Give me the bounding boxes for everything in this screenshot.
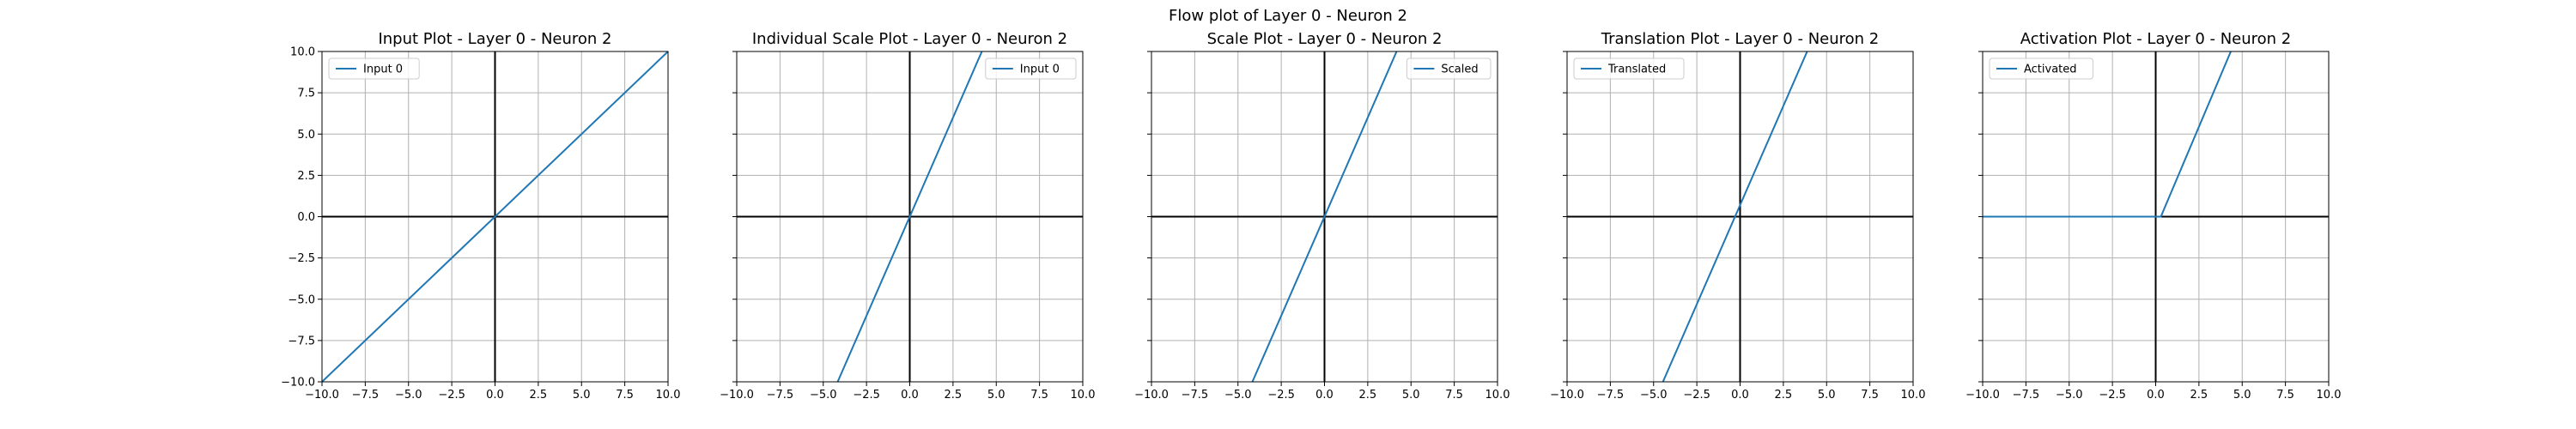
legend-label: Input 0 <box>363 63 403 76</box>
x-tick-label: −7.5 <box>2013 389 2040 402</box>
legend-box <box>328 57 420 80</box>
subplot-title: Individual Scale Plot - Layer 0 - Neuron… <box>752 30 1067 48</box>
x-tick-label: 10.0 <box>2317 389 2342 402</box>
series-line <box>322 51 668 382</box>
x-tick-label: −5.0 <box>810 389 837 402</box>
x-tick-label: 2.5 <box>1775 389 1793 402</box>
x-tick-label: −10.0 <box>1550 389 1584 402</box>
x-tick-label: −7.5 <box>1182 389 1209 402</box>
subplot-2: Individual Scale Plot - Layer 0 - Neuron… <box>720 30 1096 402</box>
legend: Translated <box>1573 57 1685 80</box>
y-tick-label: 2.5 <box>297 170 315 183</box>
figure-suptitle: Flow plot of Layer 0 - Neuron 2 <box>1169 7 1407 25</box>
subplot-1: Input Plot - Layer 0 - Neuron 2 −10.0 −7.5… <box>281 30 680 402</box>
legend-label: Input 0 <box>1020 63 1060 76</box>
x-tick-label: 0.0 <box>1731 389 1749 402</box>
subplot-title: Input Plot - Layer 0 - Neuron 2 <box>378 30 611 48</box>
x-tick-label: 10.0 <box>1071 389 1096 402</box>
x-tick-label: 5.0 <box>987 389 1005 402</box>
x-tick-label: 2.5 <box>1359 389 1377 402</box>
x-tick-label: −10.0 <box>1134 389 1169 402</box>
series-line <box>1983 51 2233 218</box>
x-tick-label: 2.5 <box>2190 389 2208 402</box>
subplot-4: Translation Plot - Layer 0 - Neuron 2 −10… <box>1550 30 1926 402</box>
axes-frame <box>1151 51 1498 383</box>
axes-frame <box>321 51 669 383</box>
x-tick-label: 10.0 <box>1901 389 1926 402</box>
x-tick-label: −7.5 <box>352 389 380 402</box>
legend-box <box>985 57 1077 80</box>
x-tick-label: −2.5 <box>1683 389 1710 402</box>
x-tick-label: −5.0 <box>1640 389 1668 402</box>
legend: Scaled <box>1406 57 1492 80</box>
legend: Input 0 <box>985 57 1077 80</box>
x-tick-label: −2.5 <box>438 389 465 402</box>
y-tick-label: −10.0 <box>281 377 315 390</box>
x-tick-label: 7.5 <box>2276 389 2294 402</box>
x-tick-label: 7.5 <box>1030 389 1048 402</box>
x-tick-label: 7.5 <box>1861 389 1879 402</box>
x-tick-label: −5.0 <box>2056 389 2083 402</box>
subplot-5: Activation Plot - Layer 0 - Neuron 2 −10.… <box>1965 30 2342 402</box>
x-tick-label: 0.0 <box>901 389 919 402</box>
legend-label: Activated <box>2024 63 2077 76</box>
axes-frame <box>1982 51 2330 383</box>
x-tick-label: 10.0 <box>1485 389 1510 402</box>
x-tick-label: 0.0 <box>1315 389 1334 402</box>
y-tick-label: 10.0 <box>290 46 315 59</box>
series-line <box>836 51 983 382</box>
subplot-title: Translation Plot - Layer 0 - Neuron 2 <box>1601 30 1880 48</box>
x-tick-label: 7.5 <box>1445 389 1463 402</box>
subplot-3: Scale Plot - Layer 0 - Neuron 2 −10.0 −7.5… <box>1134 30 1510 402</box>
x-tick-label: −10.0 <box>1965 389 2000 402</box>
axes-frame <box>1566 51 1914 383</box>
subplot-title: Activation Plot - Layer 0 - Neuron 2 <box>2020 30 2292 48</box>
x-tick-label: −10.0 <box>720 389 754 402</box>
x-tick-label: −5.0 <box>1224 389 1252 402</box>
legend-box <box>1989 57 2093 80</box>
x-tick-label: 5.0 <box>1402 389 1420 402</box>
x-tick-label: 10.0 <box>656 389 681 402</box>
legend-box <box>1406 57 1492 80</box>
x-tick-label: 5.0 <box>2233 389 2251 402</box>
x-tick-label: 0.0 <box>486 389 504 402</box>
subplot-title: Scale Plot - Layer 0 - Neuron 2 <box>1207 30 1443 48</box>
x-tick-label: 5.0 <box>1818 389 1836 402</box>
legend-label: Scaled <box>1441 63 1478 76</box>
y-tick-label: −2.5 <box>288 252 315 265</box>
legend: Activated <box>1989 57 2093 80</box>
y-tick-label: 7.5 <box>297 88 315 100</box>
x-tick-label: 2.5 <box>530 389 548 402</box>
x-tick-label: −2.5 <box>2099 389 2126 402</box>
x-tick-label: 2.5 <box>945 389 963 402</box>
y-tick-label: −7.5 <box>288 335 315 347</box>
x-tick-label: −5.0 <box>395 389 422 402</box>
series-line <box>1662 51 1808 382</box>
x-tick-label: −10.0 <box>305 389 339 402</box>
x-tick-label: −2.5 <box>853 389 880 402</box>
x-tick-label: 7.5 <box>616 389 634 402</box>
x-tick-label: 0.0 <box>2147 389 2165 402</box>
subplot-panels: Input Plot - Layer 0 - Neuron 2 −10.0 −7.5… <box>281 30 2342 402</box>
axes-frame <box>736 51 1084 383</box>
y-tick-label: 0.0 <box>297 211 315 224</box>
legend-label: Translated <box>1607 63 1666 76</box>
y-tick-label: 5.0 <box>297 129 315 142</box>
legend: Input 0 <box>328 57 420 80</box>
legend-box <box>1573 57 1685 80</box>
x-tick-label: −2.5 <box>1267 389 1295 402</box>
y-tick-label: −5.0 <box>288 293 315 306</box>
x-tick-label: 5.0 <box>573 389 591 402</box>
series-line <box>1251 51 1398 382</box>
x-tick-label: −7.5 <box>1597 389 1625 402</box>
x-tick-label: −7.5 <box>767 389 794 402</box>
